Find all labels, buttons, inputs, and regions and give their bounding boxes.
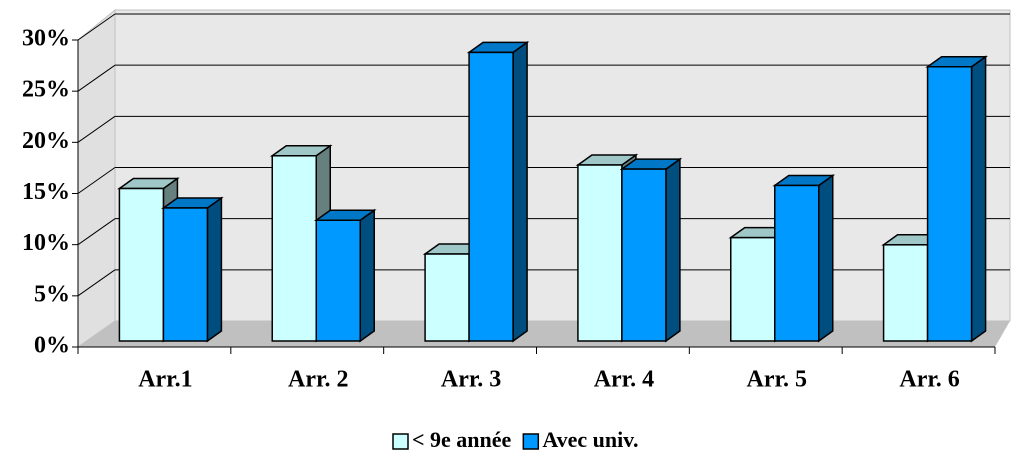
x-tick-label: Arr. 2 [288,367,348,393]
bar-front [882,244,929,342]
bar-front [118,187,165,342]
x-tick-label: Arr.1 [138,367,192,393]
bar-front [162,207,209,342]
grid-line [77,64,116,92]
bar [313,208,377,343]
y-tick-label: 15% [22,179,70,205]
bar [925,55,988,343]
legend-swatch [522,433,540,450]
bar [619,157,683,343]
bar-side [665,157,681,343]
legend-swatch [392,433,409,450]
bar-front [621,168,667,342]
bar-side [359,208,375,343]
side-wall [77,8,116,348]
legend-label: < 9e année [412,427,512,452]
y-tick-label: 5% [34,281,70,307]
y-tick-label: 25% [22,77,70,103]
back-wall [114,9,1011,322]
y-tick-label: 20% [22,128,70,154]
x-tick-label: Arr. 5 [747,367,807,393]
bar [161,196,224,343]
bar-front [577,164,623,342]
bar-front [315,219,361,342]
legend-label: Avec univ. [542,427,638,452]
x-tick-label: Arr. 3 [441,367,501,393]
grid-line [77,269,116,297]
bar-front [774,184,820,342]
grid-line [77,115,116,143]
bar-front [926,65,973,342]
grid-line [77,167,116,194]
bar-side [970,55,987,343]
bar-front [271,155,317,342]
bar-side [206,196,223,343]
x-tick-label: Arr. 6 [899,367,959,393]
bar-front [730,236,776,342]
bar [772,173,836,343]
y-tick-label: 0% [34,333,70,359]
y-tick-label: 30% [22,26,70,52]
bar-front [424,253,470,342]
bar-front [468,51,514,342]
y-tick-label: 10% [22,230,70,256]
grid-line [77,13,116,41]
bar-side [512,40,528,343]
grid-line [77,218,116,246]
bar-side [818,173,834,343]
bar [466,40,530,343]
x-tick-label: Arr. 4 [594,367,654,393]
